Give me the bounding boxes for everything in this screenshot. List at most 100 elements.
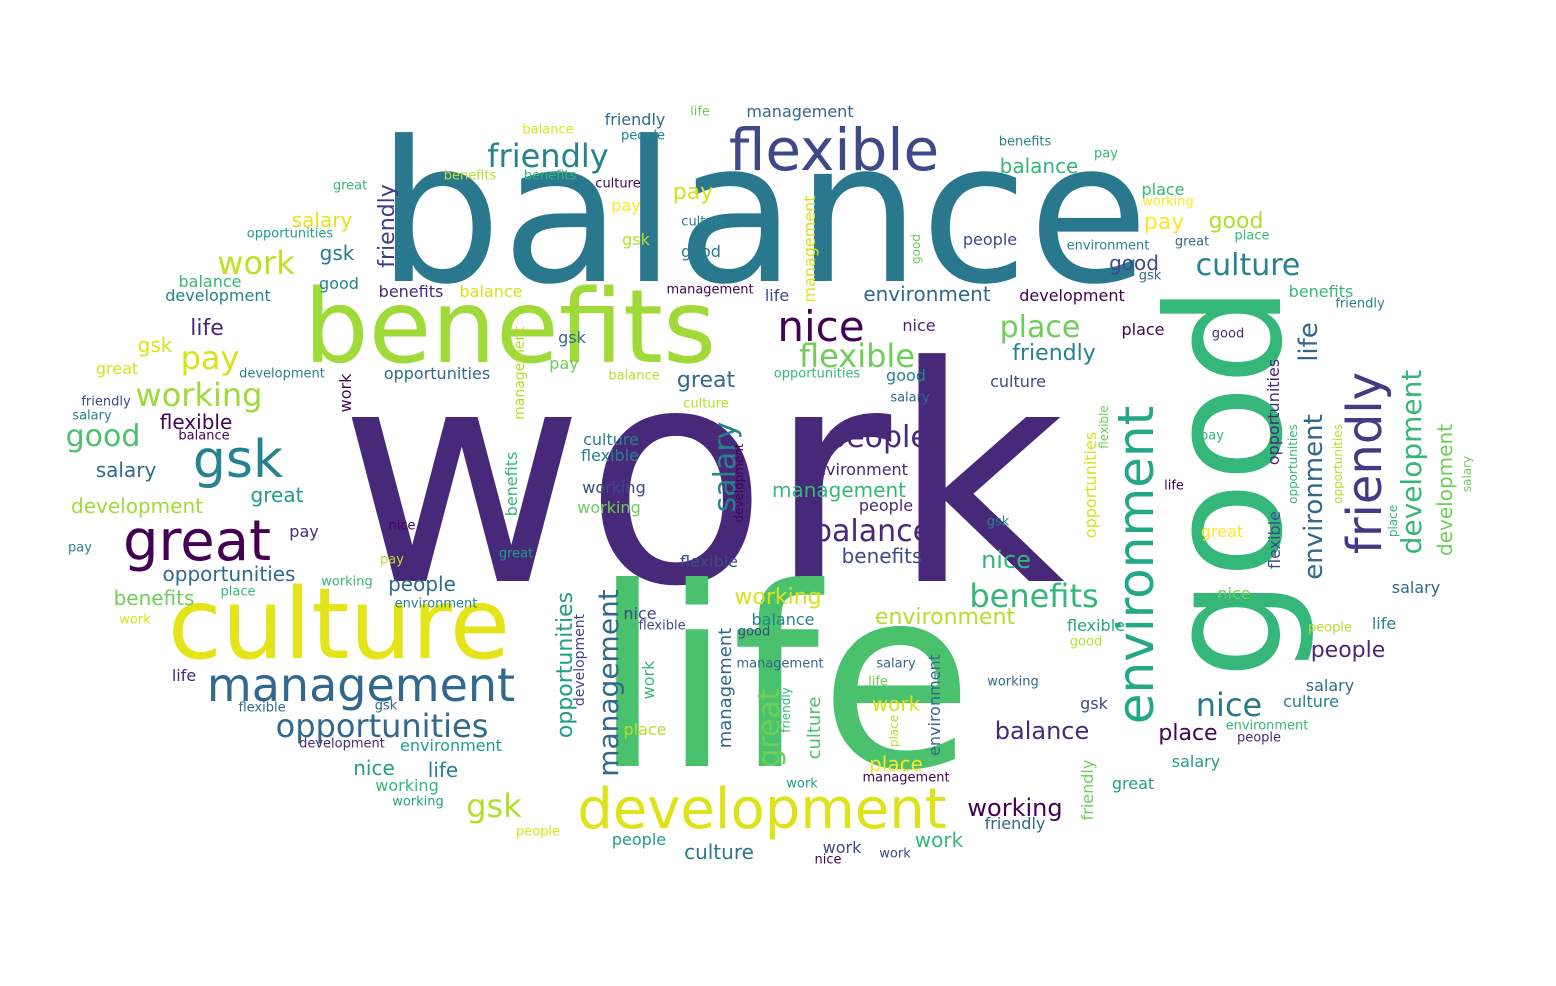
word: place bbox=[999, 310, 1081, 345]
word: management bbox=[800, 195, 819, 303]
word: people bbox=[388, 572, 456, 596]
word: salary bbox=[1171, 752, 1221, 771]
word: friendly bbox=[1337, 371, 1393, 555]
word: working bbox=[577, 498, 641, 517]
word: friendly bbox=[1012, 341, 1096, 366]
word: nice bbox=[353, 756, 395, 780]
word: environment bbox=[394, 596, 478, 612]
word: gsk bbox=[558, 328, 586, 347]
word: salary bbox=[890, 390, 930, 406]
word: flexible bbox=[1067, 616, 1125, 635]
word: great bbox=[332, 178, 368, 194]
word: benefits bbox=[841, 544, 923, 568]
word: development bbox=[239, 366, 325, 382]
word: pay bbox=[1143, 210, 1185, 235]
word: good bbox=[737, 624, 771, 640]
word: flexible bbox=[728, 116, 940, 184]
word: development bbox=[165, 286, 271, 305]
word: culture bbox=[595, 176, 641, 192]
word: culture bbox=[683, 396, 729, 412]
word: life bbox=[171, 666, 197, 685]
word: management bbox=[715, 627, 736, 749]
word: good bbox=[1109, 251, 1159, 275]
word: working bbox=[734, 585, 822, 610]
word: opportunities bbox=[275, 707, 489, 745]
word: management bbox=[862, 770, 950, 786]
word: place bbox=[623, 720, 667, 739]
word: development bbox=[572, 613, 588, 707]
word: opportunities bbox=[383, 364, 491, 383]
word: place bbox=[1158, 721, 1218, 746]
word: good bbox=[65, 419, 141, 454]
word: culture bbox=[684, 840, 754, 864]
word: friendly bbox=[984, 814, 1046, 833]
word: life bbox=[868, 674, 888, 690]
word: working bbox=[135, 376, 263, 414]
word: flexible bbox=[638, 618, 686, 634]
word: people bbox=[962, 230, 1018, 249]
word: nice bbox=[814, 852, 842, 868]
word: environment bbox=[1299, 414, 1329, 580]
word: opportunities bbox=[246, 226, 334, 242]
word: pay bbox=[611, 196, 641, 215]
word: nice bbox=[623, 604, 657, 623]
word: balance bbox=[522, 122, 574, 138]
word: pay bbox=[672, 180, 714, 205]
word: environment bbox=[1066, 238, 1150, 254]
word: management bbox=[772, 478, 906, 502]
word: salary bbox=[1391, 578, 1441, 597]
word: culture bbox=[681, 214, 727, 230]
word: flexible bbox=[159, 410, 233, 434]
word: environment bbox=[925, 654, 944, 756]
word: balance bbox=[751, 610, 815, 629]
word: opportunities bbox=[1264, 358, 1283, 466]
word: flexible bbox=[799, 337, 915, 375]
word: benefits bbox=[523, 168, 577, 184]
word: friendly bbox=[604, 110, 666, 129]
word: benefits bbox=[998, 134, 1052, 150]
word: great bbox=[95, 359, 139, 378]
word: balance bbox=[994, 717, 1090, 745]
word: development bbox=[1395, 369, 1428, 555]
word: gsk bbox=[1080, 694, 1108, 713]
word: balance bbox=[459, 282, 523, 301]
word: friendly bbox=[81, 394, 131, 410]
word: life bbox=[190, 316, 224, 341]
word: work bbox=[639, 660, 658, 700]
word: life bbox=[1371, 614, 1397, 633]
word: working bbox=[321, 574, 373, 590]
word: friendly bbox=[375, 184, 400, 268]
word: gsk bbox=[1138, 268, 1162, 284]
word: nice bbox=[1217, 584, 1251, 603]
word: nice bbox=[388, 518, 416, 534]
word: environment bbox=[400, 736, 502, 755]
word: salary bbox=[876, 656, 916, 672]
word: people bbox=[858, 496, 914, 515]
word: environment bbox=[863, 282, 991, 306]
word: culture bbox=[583, 430, 639, 449]
word: benefits bbox=[502, 451, 521, 517]
word: balance bbox=[812, 514, 932, 549]
word: life bbox=[592, 534, 974, 825]
word: working bbox=[1142, 194, 1194, 210]
word: work bbox=[879, 846, 911, 862]
word: great bbox=[498, 546, 534, 562]
word: people bbox=[1236, 730, 1282, 746]
word: good bbox=[681, 242, 721, 261]
word: nice bbox=[777, 302, 865, 351]
word: life bbox=[764, 286, 790, 305]
word: management bbox=[666, 282, 754, 298]
word: balance bbox=[178, 272, 242, 291]
word: good bbox=[909, 234, 923, 264]
word: people bbox=[827, 420, 929, 455]
word: nice bbox=[981, 546, 1031, 574]
word: gsk bbox=[319, 241, 355, 265]
word: salary bbox=[1460, 455, 1474, 493]
word: gsk bbox=[137, 333, 173, 357]
word: pay bbox=[68, 540, 92, 556]
word: development bbox=[1433, 424, 1457, 556]
word: management bbox=[736, 656, 824, 672]
word: good bbox=[1211, 326, 1245, 342]
word: work bbox=[914, 828, 964, 852]
word: people bbox=[1307, 620, 1353, 636]
